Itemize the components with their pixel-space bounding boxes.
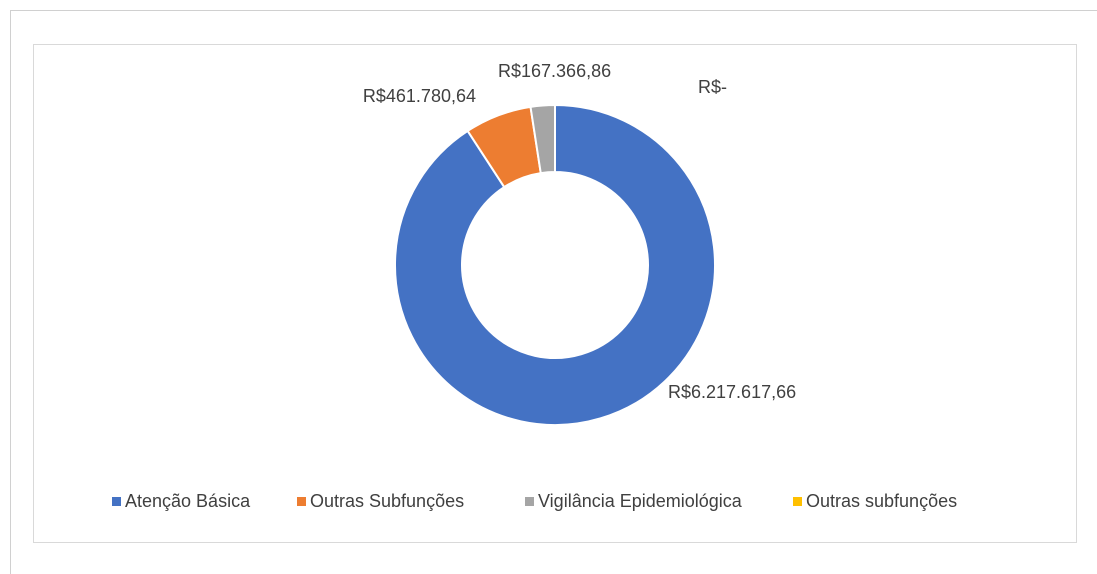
data-label: R$167.366,86: [498, 61, 611, 81]
legend-label: Outras Subfunções: [310, 491, 464, 511]
legend-label: Outras subfunções: [806, 491, 957, 511]
legend-swatch: [793, 497, 802, 506]
page-frame: [10, 10, 1097, 574]
legend-label: Atenção Básica: [125, 491, 251, 511]
legend-swatch: [297, 497, 306, 506]
data-label: R$-: [698, 77, 727, 97]
data-label: R$461.780,64: [363, 86, 476, 106]
legend-swatch: [112, 497, 121, 506]
slice: [394, 103, 716, 426]
data-label: R$6.217.617,66: [668, 382, 796, 402]
legend-label: Vigilância Epidemiológica: [538, 491, 743, 511]
legend-swatch: [525, 497, 534, 506]
